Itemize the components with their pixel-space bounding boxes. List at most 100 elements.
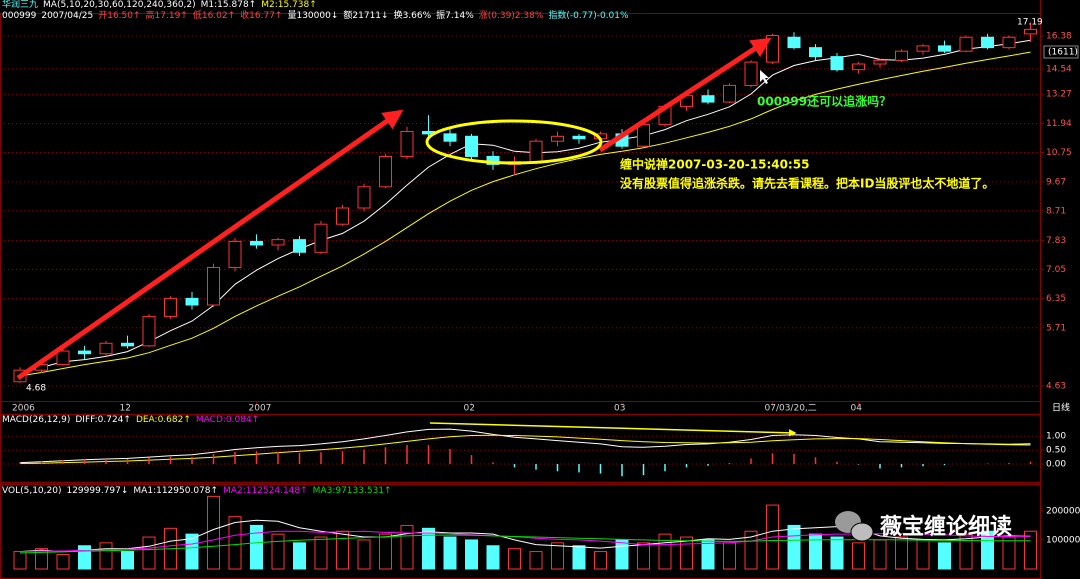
candle-body: [400, 130, 414, 157]
volume-bar: [873, 539, 887, 570]
candle-body: [271, 239, 285, 246]
y-tick-label: 100000: [1046, 535, 1080, 545]
x-tick-label: 07/03/20,二: [765, 404, 817, 414]
volume-bar: [959, 533, 973, 570]
panel: 0.00 0.50 1.00: [0, 428, 1066, 477]
candle-body: [99, 342, 113, 355]
volume-bar: [701, 539, 715, 570]
candle-body: [895, 50, 908, 61]
y-tick-label: 4.63: [1046, 381, 1066, 391]
candle-body: [938, 45, 951, 52]
volume-bar: [465, 539, 478, 570]
quote-item: 000999: [2, 11, 37, 21]
candle-body: [357, 186, 371, 209]
volume-bar: [830, 536, 844, 570]
candle-body: [873, 59, 887, 65]
x-tick-label: 02: [464, 404, 475, 414]
volume-bar: [938, 542, 951, 570]
y-tick-label: 0.00: [1046, 460, 1066, 470]
quote-item: 换3.66%: [393, 11, 432, 21]
legend-entry: MA3:97133.531↑: [312, 486, 392, 496]
quote-header: 000999 2007/04/25 开16.50↑ 高17.19↑ 低16.02↑ 收16…: [2, 11, 634, 22]
quote-item: 高17.19↑: [145, 11, 188, 21]
volume-bar: [916, 539, 930, 570]
x-tick-label: 03: [614, 404, 625, 414]
candle-body: [486, 155, 500, 165]
candle-body: [379, 155, 392, 188]
candle-body: [744, 61, 758, 86]
candle-body: [121, 342, 134, 347]
low-label: 4.68: [26, 384, 46, 394]
volume-bar: [228, 516, 242, 570]
legend-entry: M1:15.878↑: [200, 0, 257, 10]
volume-bar: [895, 536, 908, 570]
date-frame: [0, 401, 1041, 415]
candle-body: [551, 135, 564, 142]
volume-bar: [185, 533, 199, 570]
y-tick-label: 200000: [1046, 506, 1080, 516]
candle-body: [981, 36, 994, 49]
quote-item: 开16.50↑: [98, 11, 141, 21]
high-label: 17.19: [1017, 18, 1043, 28]
legend-entry: DIFF:0.724↑: [75, 415, 131, 425]
panel-title: MACD(26,12,9): [2, 415, 71, 425]
y-tick-label: 1.00: [1046, 432, 1066, 442]
period-label: 日线: [1052, 402, 1070, 414]
volume-bar: [379, 533, 392, 570]
y-tick-label: 0.50: [1046, 446, 1066, 456]
series-line: [19, 51, 1031, 377]
candle-body: [916, 45, 930, 52]
volume-bar: [56, 553, 70, 570]
y-tick-label: 11.94: [1046, 119, 1072, 129]
volume-header: VOL(5,10,20) 129999.797↓ MA1:112950.078↑ MA…: [2, 486, 397, 497]
legend-entry: MA1:112950.078↑: [133, 486, 219, 496]
volume-bar: [357, 539, 371, 570]
candle-body: [78, 350, 91, 355]
y-tick-label: 16.38: [1046, 31, 1072, 41]
price-header: 华润三九 MA(5,10,20,30,60,120,240,360,2) M1:15…: [2, 0, 322, 11]
series-line: [19, 428, 1031, 464]
candle-body: [185, 297, 199, 306]
candle-body: [142, 315, 156, 347]
candle-body: [56, 350, 70, 366]
candle-body: [293, 239, 306, 253]
candle-body: [443, 133, 457, 142]
volume-bar: [400, 524, 414, 570]
watermark: 薇宝缠论细读: [880, 514, 1012, 540]
candle-body: [1002, 36, 1016, 49]
trend-arrow: [598, 37, 772, 153]
volume-bar: [13, 551, 27, 570]
candle-body: [787, 36, 801, 49]
volume-bar: [572, 545, 586, 570]
legend-entry: MACD:0.084↑: [195, 415, 260, 425]
y-tick-label: 7.05: [1046, 265, 1066, 275]
volume-bar: [1002, 536, 1016, 570]
candle-body: [701, 95, 715, 103]
consolidation-ellipse: [425, 119, 603, 165]
candle-body: [1024, 28, 1037, 35]
volume-bar: [314, 536, 328, 570]
legend-entry: 129999.797↓: [66, 486, 129, 496]
volume-bar: [508, 548, 521, 570]
candle-body: [830, 56, 844, 71]
y-tick-label: 6.35: [1046, 294, 1066, 304]
volume-bar: [422, 527, 435, 570]
volume-bar: [271, 533, 285, 570]
volume-bar: [486, 545, 500, 570]
volume-bar: [35, 548, 48, 570]
quote-item: 振7.14%: [436, 11, 474, 21]
volume-bar: [809, 533, 822, 570]
volume-bar: [594, 551, 607, 570]
y-tick-label: 13.27: [1046, 90, 1072, 100]
annotation: 000999还可以追涨吗？: [757, 94, 891, 109]
annotation: 没有股票值得追涨杀跌。请先去看课程。把本ID当股评也太不地道了。: [620, 176, 994, 191]
panel-title: VOL(5,10,20): [2, 486, 62, 496]
candle-body: [572, 135, 586, 140]
candle-body: [314, 223, 328, 253]
divergence-arrow: [429, 422, 797, 437]
volume-bar: [336, 530, 349, 570]
volume-bar: [250, 524, 263, 570]
y-tick-label: 14.54: [1046, 64, 1072, 74]
candle-body: [164, 297, 177, 317]
